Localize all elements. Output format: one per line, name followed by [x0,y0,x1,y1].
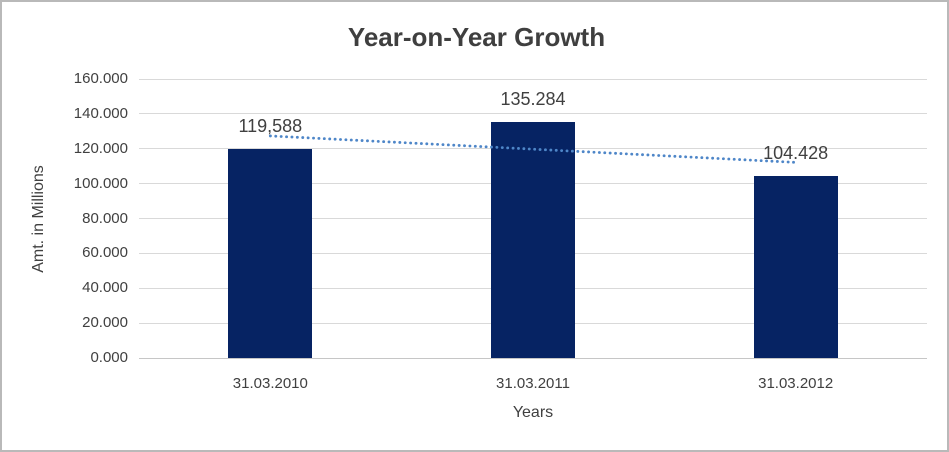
y-tick-label: 80.000 [82,209,128,227]
y-tick-label: 100.000 [73,174,128,192]
y-tick-label: 20.000 [82,314,128,332]
x-tick-label: 31.03.2011 [496,375,570,392]
bar-value-label: 135.284 [500,89,566,110]
y-tick-label: 140.000 [73,104,128,122]
y-tick-label: 160.000 [73,70,128,87]
bar-value-label: 104.428 [763,142,829,163]
bar-value-label: 119,588 [238,116,303,137]
gridline [139,113,927,115]
bar-31.03.2010 [228,149,313,358]
x-tick-label: 31.03.2010 [232,375,308,392]
x-axis-title: Years [512,404,554,421]
gridline [139,357,927,359]
y-tick-label: 0.000 [90,349,128,366]
chart-title: Year-on-Year Growth [347,22,606,52]
trendline-path [268,134,798,164]
bar-31.03.2011 [491,122,575,358]
trendline [268,134,798,164]
plot-area: 119,588 135.284 104.428 [139,78,927,359]
gridline [139,78,927,80]
y-tick-label: 40.000 [82,279,128,297]
x-tick-label: 31.03.2012 [758,375,834,392]
y-tick-label: 120.000 [73,139,128,157]
y-tick-label: 60.000 [82,244,128,262]
bar-31.03.2012 [753,175,838,358]
